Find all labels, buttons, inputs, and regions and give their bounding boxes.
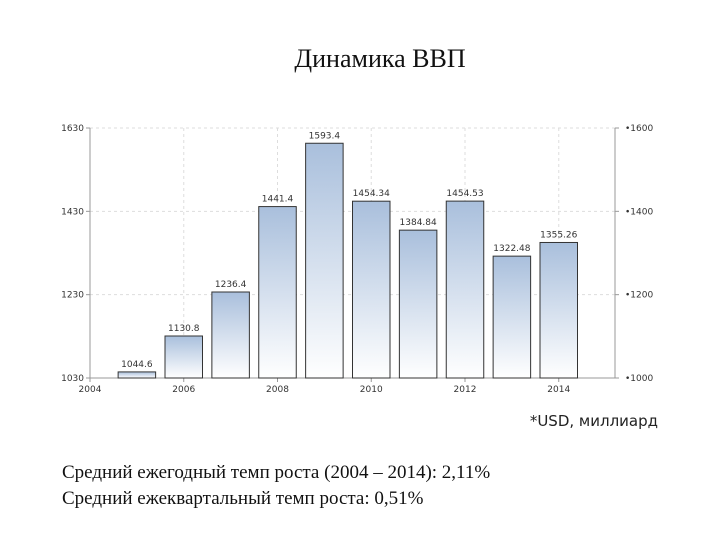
bar-value-label: 1236.4	[215, 280, 247, 290]
bar-value-label: 1044.6	[121, 360, 153, 370]
bar	[305, 142, 344, 379]
bar-value-label: 1593.4	[309, 131, 341, 141]
y-tick-label-left: 1030	[61, 374, 84, 384]
y-tick-label-right: •1400	[625, 207, 653, 217]
y-tick-label-right: •1200	[625, 291, 653, 301]
bar	[398, 229, 438, 379]
bar	[164, 335, 203, 379]
bar	[539, 241, 578, 379]
bars	[117, 142, 578, 379]
growth-stats: Средний ежегодный темп роста (2004 – 201…	[62, 460, 490, 512]
bar	[492, 255, 532, 379]
bar	[117, 371, 157, 379]
bar-value-label: 1454.53	[446, 189, 483, 199]
bar-value-label: 1441.4	[262, 195, 294, 205]
unit-note: *USD, миллиард	[529, 412, 658, 430]
x-tick-label: 2006	[172, 385, 195, 395]
x-tick-label: 2004	[79, 385, 102, 395]
x-tick-label: 2010	[360, 385, 383, 395]
y-tick-label-right: •1600	[625, 124, 653, 134]
chart-title: Динамика ВВП	[294, 44, 466, 73]
bar-value-label: 1454.34	[353, 189, 390, 199]
y-tick-label-left: 1630	[61, 124, 84, 134]
bar	[445, 200, 485, 379]
bar	[352, 200, 391, 379]
bar	[258, 206, 297, 379]
bar-value-label: 1355.26	[540, 230, 577, 240]
annual-growth-text: Средний ежегодный темп роста (2004 – 201…	[62, 462, 491, 483]
x-tick-label: 2008	[266, 385, 289, 395]
y-tick-label-left: 1430	[61, 207, 84, 217]
x-tick-label: 2014	[547, 385, 570, 395]
y-tick-label-right: •1000	[625, 374, 653, 384]
x-tick-label: 2012	[454, 385, 477, 395]
y-tick-label-left: 1230	[61, 291, 84, 301]
data-labels: 1044.6 1130.8 1236.4 1441.4 1593.4 1454.34 138…	[121, 131, 578, 370]
bar-value-label: 1322.48	[493, 244, 530, 254]
quarterly-growth-text: Средний ежеквартальный темп роста: 0,51%	[62, 488, 424, 509]
bar-value-label: 1130.8	[168, 324, 200, 334]
bar	[211, 291, 250, 379]
bar-value-label: 1384.84	[400, 218, 437, 228]
